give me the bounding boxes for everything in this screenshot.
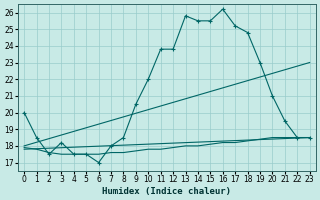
X-axis label: Humidex (Indice chaleur): Humidex (Indice chaleur)	[102, 187, 231, 196]
